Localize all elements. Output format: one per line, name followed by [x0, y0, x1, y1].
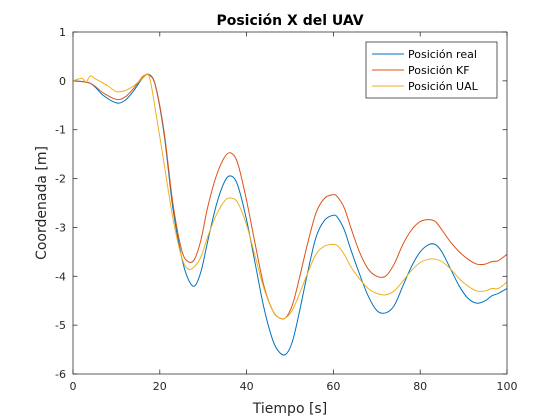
x-tick-label: 0 [70, 380, 77, 393]
chart-title: Posición X del UAV [216, 13, 363, 29]
axis-ticks: 0 20 40 60 80 100 1 0 -1 -2 -3 -4 -5 -6 [55, 26, 517, 393]
x-tick-label: 40 [240, 380, 254, 393]
plot-frame [72, 31, 508, 375]
y-tick-label: -3 [55, 221, 66, 234]
legend-entry-label: Posición UAL [408, 80, 479, 93]
legend-entry-label: Posición KF [408, 64, 470, 77]
y-tick-label: -2 [55, 173, 66, 186]
x-tick-label: 100 [497, 380, 518, 393]
y-tick-label: -6 [55, 368, 66, 381]
y-tick-label: -5 [55, 319, 66, 332]
y-tick-label: 1 [59, 26, 66, 39]
legend: Posición real Posición KF Posición UAL [365, 41, 498, 99]
x-tick-label: 60 [326, 380, 340, 393]
y-tick-label: -4 [55, 270, 66, 283]
series-lines [72, 73, 508, 356]
x-tick-label: 20 [153, 380, 167, 393]
x-tick-label: 80 [413, 380, 427, 393]
x-axis-label: Tiempo [s] [252, 401, 327, 417]
series-line-kf [72, 73, 508, 320]
y-tick-label: 0 [59, 75, 66, 88]
y-axis-label: Coordenada [m] [34, 146, 50, 260]
series-line-ual [72, 73, 508, 320]
legend-entry-label: Posición real [408, 48, 477, 61]
y-tick-label: -1 [55, 124, 66, 137]
